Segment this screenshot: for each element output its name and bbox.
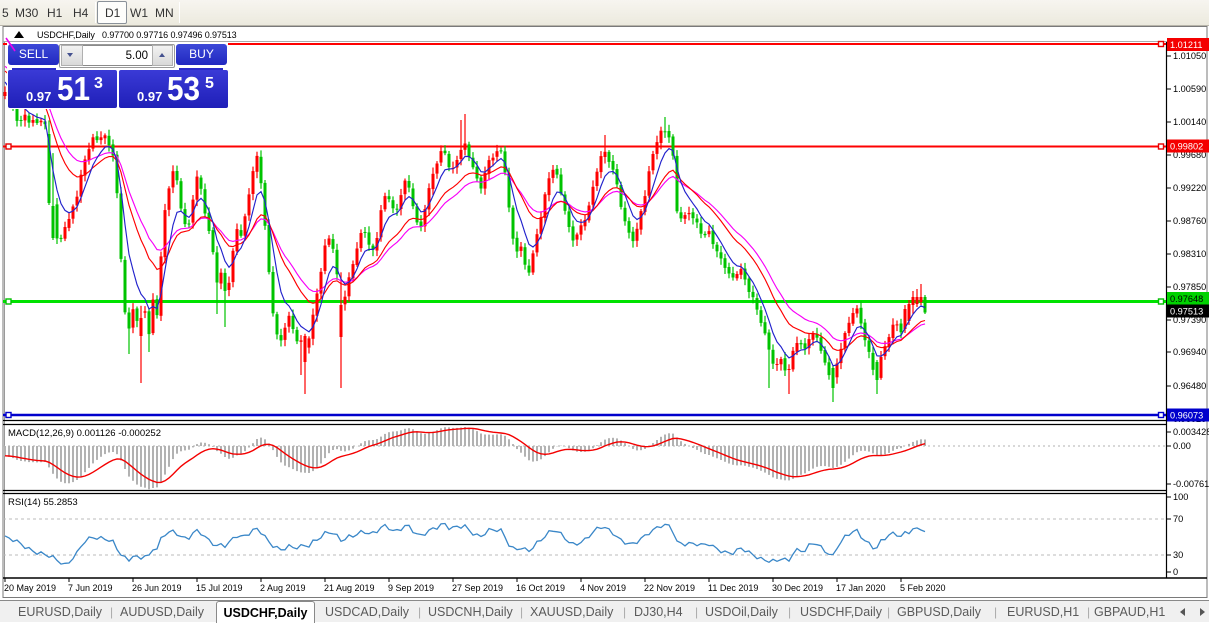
- svg-text:-0.007615: -0.007615: [1173, 479, 1209, 489]
- svg-text:27 Sep 2019: 27 Sep 2019: [452, 583, 503, 593]
- svg-text:17 Jan 2020: 17 Jan 2020: [836, 583, 886, 593]
- svg-text:4 Nov 2019: 4 Nov 2019: [580, 583, 626, 593]
- svg-text:11 Dec 2019: 11 Dec 2019: [708, 583, 758, 593]
- svg-text:5 Feb 2020: 5 Feb 2020: [900, 583, 946, 593]
- svg-text:7 Jun 2019: 7 Jun 2019: [68, 583, 113, 593]
- svg-text:21 Aug 2019: 21 Aug 2019: [324, 583, 375, 593]
- svg-text:0.97648: 0.97648: [1170, 294, 1203, 304]
- svg-text:30 Dec 2019: 30 Dec 2019: [772, 583, 823, 593]
- svg-text:0.99220: 0.99220: [1173, 183, 1206, 193]
- svg-text:2 Aug 2019: 2 Aug 2019: [260, 583, 306, 593]
- svg-text:0.00: 0.00: [1173, 441, 1191, 451]
- svg-text:100: 100: [1173, 492, 1188, 502]
- svg-text:0.96073: 0.96073: [1170, 410, 1203, 420]
- svg-text:0.99680: 0.99680: [1173, 150, 1206, 160]
- svg-text:0.97850: 0.97850: [1173, 282, 1206, 292]
- svg-text:0.96480: 0.96480: [1173, 381, 1206, 391]
- svg-text:9 Sep 2019: 9 Sep 2019: [388, 583, 434, 593]
- svg-text:20 May 2019: 20 May 2019: [4, 583, 56, 593]
- svg-text:0.97513: 0.97513: [1170, 306, 1203, 316]
- svg-text:RSI(14) 55.2853: RSI(14) 55.2853: [8, 497, 78, 508]
- svg-text:0.98760: 0.98760: [1173, 216, 1206, 226]
- svg-text:1.01211: 1.01211: [1170, 40, 1203, 50]
- svg-text:70: 70: [1173, 514, 1183, 524]
- svg-text:30: 30: [1173, 550, 1183, 560]
- svg-text:26 Jun 2019: 26 Jun 2019: [132, 583, 182, 593]
- svg-text:15 Jul 2019: 15 Jul 2019: [196, 583, 243, 593]
- svg-text:0.97390: 0.97390: [1173, 315, 1206, 325]
- svg-text:0.003428: 0.003428: [1173, 427, 1209, 437]
- svg-text:1.01050: 1.01050: [1173, 51, 1206, 61]
- svg-text:0: 0: [1173, 567, 1178, 577]
- svg-text:0.99802: 0.99802: [1170, 141, 1203, 151]
- svg-text:0.98310: 0.98310: [1173, 249, 1206, 259]
- svg-text:1.00590: 1.00590: [1173, 84, 1206, 94]
- svg-text:16 Oct 2019: 16 Oct 2019: [516, 583, 565, 593]
- svg-text:0.96940: 0.96940: [1173, 347, 1206, 357]
- svg-text:22 Nov 2019: 22 Nov 2019: [644, 583, 695, 593]
- svg-text:1.00140: 1.00140: [1173, 117, 1206, 127]
- svg-text:MACD(12,26,9) 0.001126 -0.0002: MACD(12,26,9) 0.001126 -0.000252: [8, 428, 161, 439]
